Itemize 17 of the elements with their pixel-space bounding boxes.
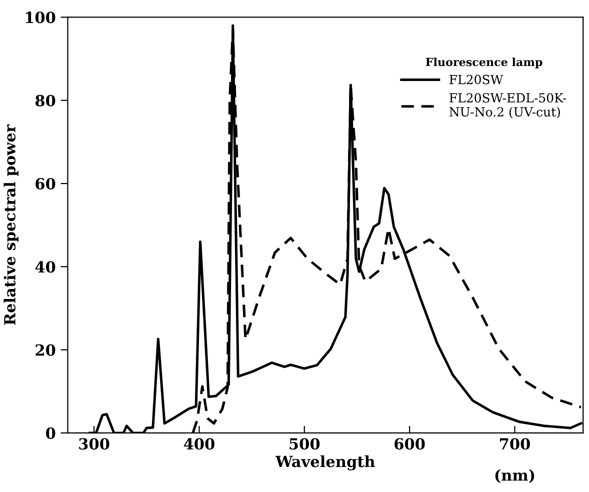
x-axis-title: Wavelength (275, 455, 375, 470)
y-axis-title: Relative spectral power (4, 124, 18, 325)
y-tick-label: 100 (26, 12, 56, 24)
legend-label: FL20SW (450, 74, 504, 84)
y-tick-label: 20 (36, 344, 56, 356)
y-tick-label: 0 (46, 427, 56, 439)
y-tick-label: 60 (36, 178, 56, 190)
x-tick-label: 400 (184, 438, 214, 450)
x-tick-label: 700 (500, 438, 530, 450)
x-tick-label: 600 (394, 438, 425, 450)
y-tick-label: 80 (35, 94, 56, 106)
x-tick-label: 300 (79, 438, 110, 450)
legend-title: Fluorescence lamp (426, 58, 542, 68)
legend-label: FL20SW-EDL-50K- NU-No.2 (UV-cut) (449, 93, 566, 118)
text: (nm) (495, 469, 534, 484)
x-tick-label: 500 (290, 438, 320, 450)
y-tick-label: 40 (35, 261, 56, 273)
